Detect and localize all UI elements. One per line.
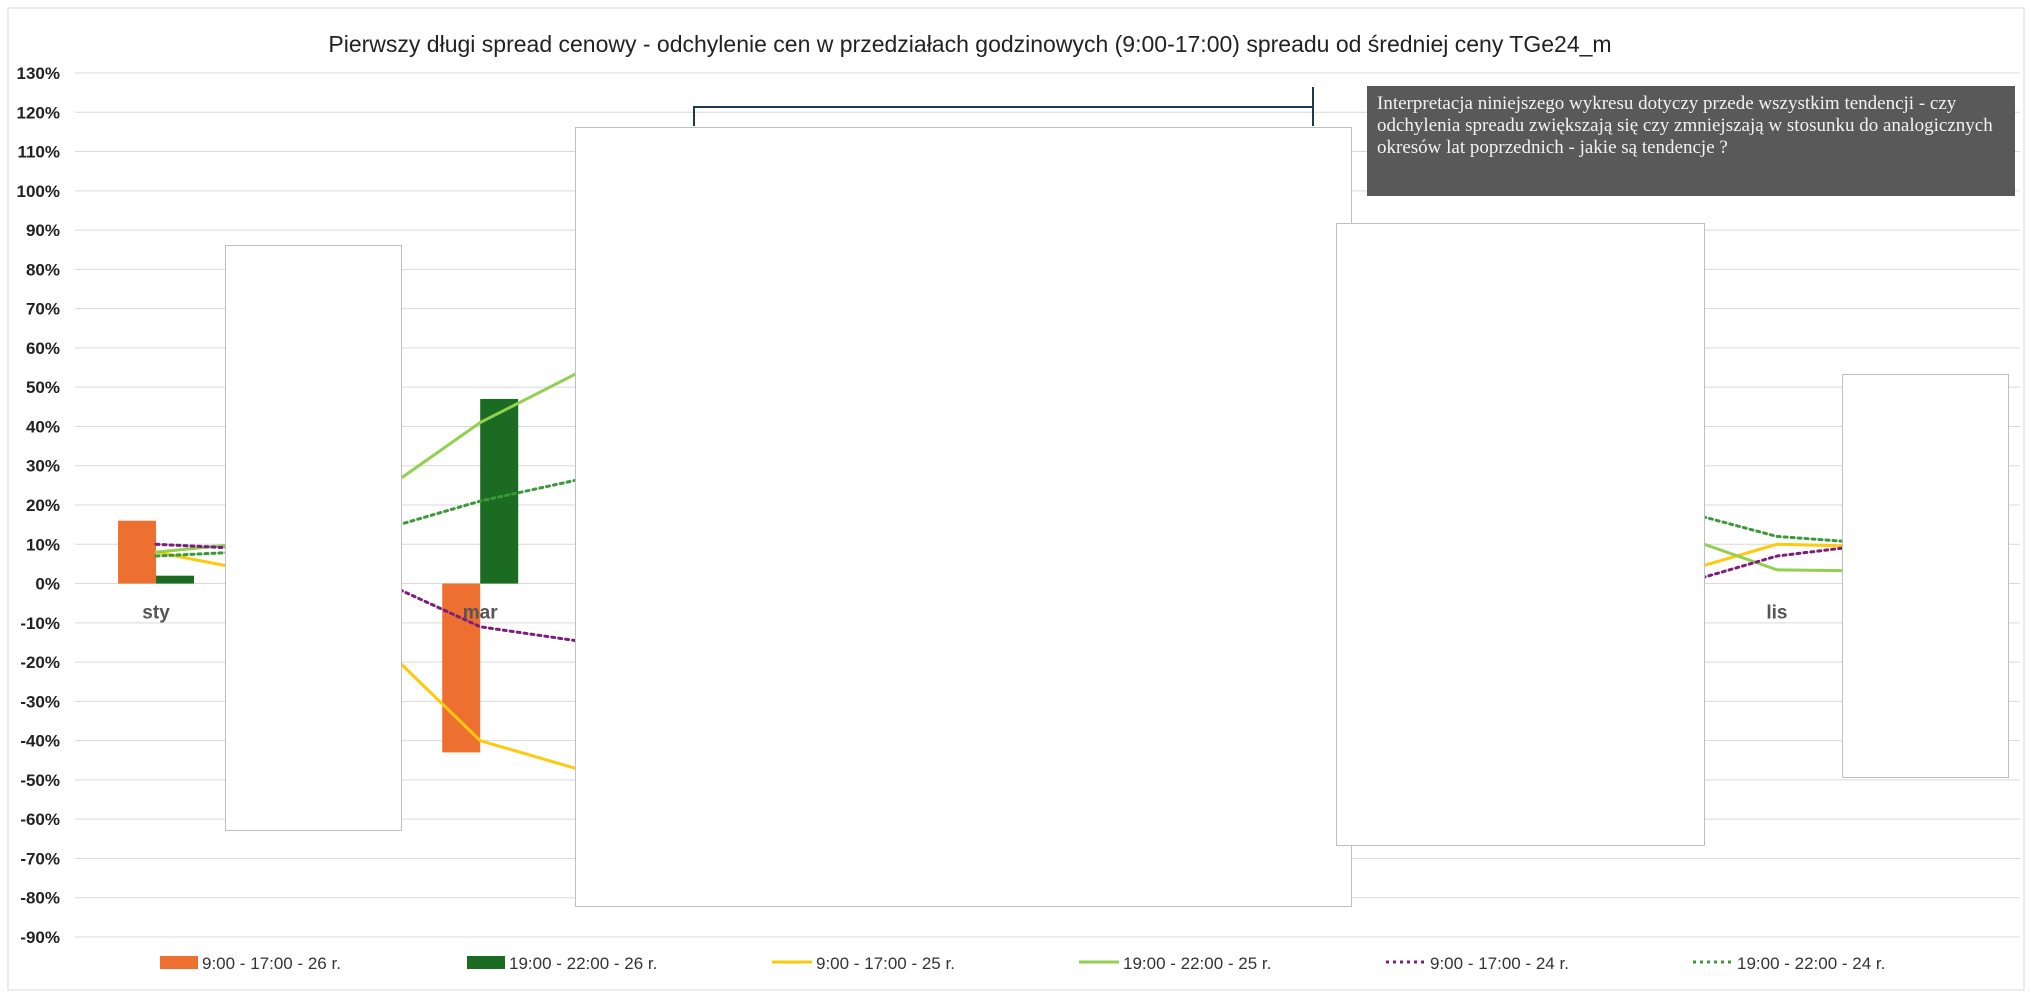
blank-overlay-2 (575, 127, 1352, 907)
category-label: sty (142, 603, 170, 624)
annotation-box: Interpretacja niniejszego wykresu dotycz… (1367, 86, 2015, 196)
category-label: lis (1766, 603, 1787, 624)
legend-label: 9:00 - 17:00 - 26 r. (202, 954, 341, 973)
legend-swatch (467, 956, 505, 969)
y-tick-label: -50% (20, 771, 60, 790)
annotation-text: Interpretacja niniejszego wykresu dotycz… (1377, 93, 1993, 158)
legend-label: 9:00 - 17:00 - 24 r. (1430, 954, 1569, 973)
legend-label: 19:00 - 22:00 - 26 r. (509, 954, 657, 973)
y-tick-label: 60% (26, 339, 60, 358)
y-tick-label: 20% (26, 496, 60, 515)
legend-label: 9:00 - 17:00 - 25 r. (816, 954, 955, 973)
y-tick-label: -40% (20, 732, 60, 751)
y-tick-label: 80% (26, 260, 60, 279)
y-tick-label: 10% (26, 535, 60, 554)
y-axis-ticks: 130% 120% 110% 100% 90% 80% 70% 60% 50% 40% 30% 20%… (17, 64, 60, 947)
y-tick-label: 110% (17, 143, 60, 162)
y-tick-label: 70% (26, 300, 60, 319)
y-tick-label: 120% (17, 103, 60, 122)
bar (156, 575, 195, 584)
y-tick-label: -10% (20, 614, 60, 633)
category-labels: sty mar lis (142, 603, 1787, 624)
y-tick-label: 40% (26, 417, 60, 436)
category-label: mar (463, 603, 498, 624)
bars (118, 398, 519, 753)
bracket-connector (693, 87, 1314, 126)
y-tick-label: 130% (17, 64, 60, 83)
y-tick-label: 30% (26, 457, 60, 476)
legend: 9:00 - 17:00 - 26 r. 19:00 - 22:00 - 26 r… (160, 954, 1885, 973)
y-tick-label: -60% (20, 810, 60, 829)
y-tick-label: -80% (20, 889, 60, 908)
bar (480, 398, 519, 584)
y-tick-label: 90% (26, 221, 60, 240)
legend-swatch (160, 956, 198, 969)
chart-title: Pierwszy długi spread cenowy - odchyleni… (328, 31, 1611, 57)
y-tick-label: -20% (20, 653, 60, 672)
y-tick-label: -30% (20, 692, 60, 711)
blank-overlay-4 (1842, 374, 2009, 778)
legend-label: 19:00 - 22:00 - 25 r. (1123, 954, 1271, 973)
y-tick-label: 100% (17, 182, 60, 201)
y-tick-label: 50% (26, 378, 60, 397)
y-tick-label: -70% (20, 849, 60, 868)
blank-overlay-3 (1336, 223, 1705, 846)
bar (118, 520, 157, 584)
legend-label: 19:00 - 22:00 - 24 r. (1737, 954, 1885, 973)
y-tick-label: -90% (20, 928, 60, 947)
y-tick-label: 0% (35, 575, 60, 594)
blank-overlay-1 (225, 245, 402, 831)
